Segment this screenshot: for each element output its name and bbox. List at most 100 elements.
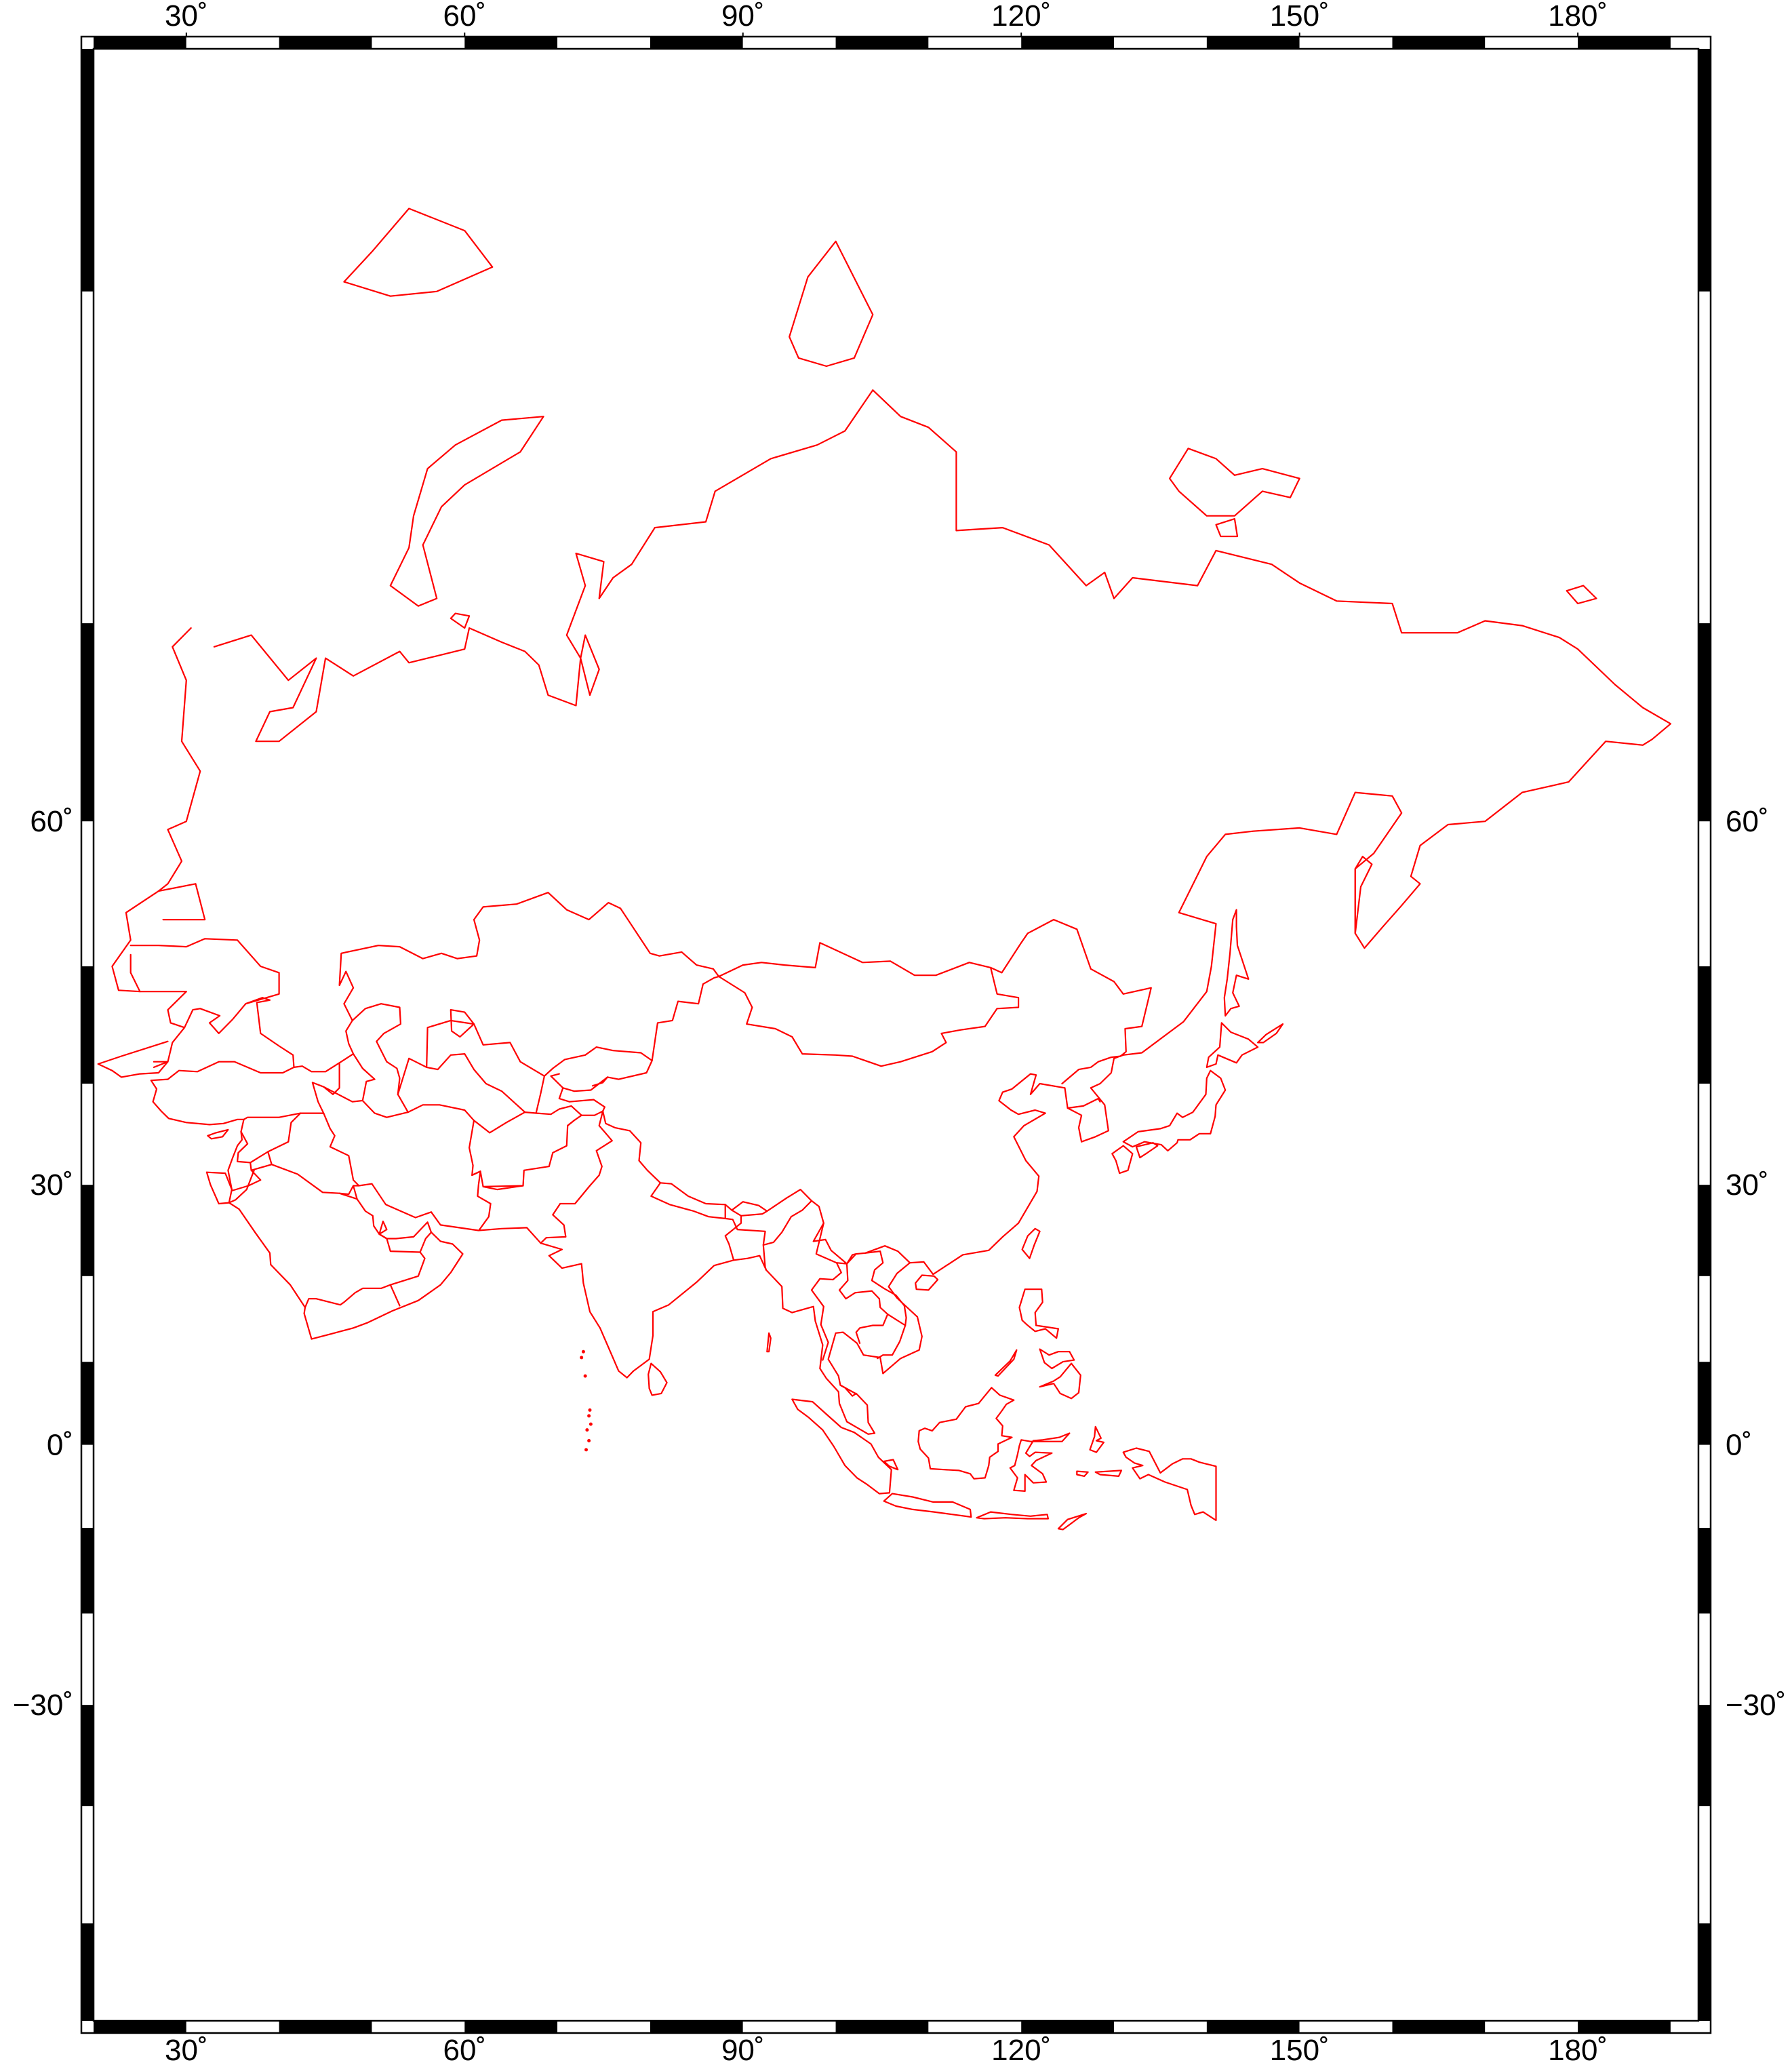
tick-labels: 30˚ 30˚ 60˚ 60˚ 90˚ 90˚ 120˚ 120˚ 150˚ 150˚ 180˚ 18… <box>13 0 1787 2067</box>
lat-tick-label-left: −30˚ <box>13 1689 73 1722</box>
frame-bar-top-segment <box>928 37 1022 49</box>
frame-bar-bottom-segment <box>1485 2021 1578 2033</box>
frame-bar-right-segment <box>1698 49 1711 292</box>
border-line-4 <box>157 883 206 921</box>
border-line-39 <box>810 1222 842 1361</box>
sakhalin <box>1223 909 1250 1017</box>
novaya-zemlya <box>389 416 544 607</box>
small-island-2 <box>589 1422 593 1426</box>
frame-bar-right-segment <box>1698 623 1711 822</box>
small-island-0 <box>588 1408 592 1412</box>
border-line-26 <box>592 1076 609 1087</box>
border-line-25 <box>558 1087 605 1112</box>
frame-bar-right-segment <box>1698 1613 1711 1705</box>
buru <box>1076 1470 1089 1477</box>
frame-bar-bottom-segment <box>835 2021 929 2033</box>
frame-bar-right-segment <box>1698 1705 1711 1807</box>
luzon <box>1018 1288 1059 1339</box>
seram <box>1094 1470 1123 1477</box>
border-line-15 <box>304 1233 426 1309</box>
palawan <box>994 1349 1018 1377</box>
small-island-6 <box>580 1356 584 1360</box>
border-line-5 <box>130 953 141 993</box>
sumatra <box>791 1398 892 1495</box>
frame-bar-right-segment <box>1698 1276 1711 1362</box>
frame-bar-left-segment <box>81 1362 94 1445</box>
japan-shikoku <box>1135 1142 1159 1159</box>
frame-bar-right-segment <box>1698 1528 1711 1614</box>
frame-bar-bottom-segment <box>1206 2021 1300 2033</box>
frame-bar-top-segment <box>279 37 372 49</box>
frame-bar-left-segment <box>81 1806 94 1924</box>
frame-bar-top-segment <box>1206 37 1300 49</box>
frame-bar-bottom-segment <box>928 2021 1022 2033</box>
frame-bar-top-segment <box>1670 37 1698 49</box>
sri-lanka <box>648 1362 668 1396</box>
small-island-1 <box>587 1414 591 1418</box>
frame-bar-top-segment <box>1114 37 1207 49</box>
bahrain-qatar <box>378 1220 388 1235</box>
border-line-17 <box>389 1284 401 1307</box>
border-line-48 <box>205 1171 233 1191</box>
small-island-7 <box>581 1349 585 1354</box>
taiwan <box>1021 1227 1041 1259</box>
frame-bar-top-segment <box>1578 37 1671 49</box>
frame-bar-bottom-segment <box>1114 2021 1207 2033</box>
lon-tick-label-top: 90˚ <box>721 0 765 33</box>
frame-bar-top-segment <box>1299 37 1393 49</box>
border-line-40 <box>835 1262 889 1344</box>
frame-bar-bottom-segment <box>742 2021 836 2033</box>
franz-josef-land <box>343 208 494 297</box>
border-line-28 <box>651 975 720 1062</box>
kunashir-iturup <box>1257 1023 1284 1044</box>
border-line-9 <box>323 1112 360 1187</box>
border-line-29 <box>718 919 1152 1057</box>
lon-tick-label-top: 120˚ <box>991 0 1051 33</box>
border-line-46 <box>1067 1097 1101 1109</box>
border-line-43 <box>887 1314 907 1326</box>
hainan <box>915 1274 939 1291</box>
kamchatka-coast-detail <box>1354 856 1373 934</box>
border-line-13 <box>250 1164 273 1171</box>
frame-bar-top-segment <box>464 37 558 49</box>
frame-bar-top-segment <box>557 37 650 49</box>
mindanao <box>1039 1362 1081 1400</box>
border-line-44 <box>839 1384 857 1397</box>
border-line-36 <box>762 1200 813 1246</box>
frame-bar-right-segment <box>1698 291 1711 624</box>
border-line-30 <box>718 966 1020 1067</box>
yamal-gulf-of-ob <box>580 634 600 696</box>
border-line-47 <box>228 1169 255 1204</box>
frame-bar-bottom-segment <box>1299 2021 1393 2033</box>
lon-tick-label-bottom: 60˚ <box>443 2034 486 2067</box>
border-line-42 <box>864 1250 907 1360</box>
frame-bar-bottom-segment <box>1392 2021 1486 2033</box>
lon-tick-label-top: 150˚ <box>1270 0 1330 33</box>
wrangel-island <box>1566 585 1597 605</box>
frame-bar-top-segment <box>835 37 929 49</box>
lat-tick-label-right: 0˚ <box>1726 1429 1752 1462</box>
java <box>883 1493 972 1518</box>
frame-bar-left-segment <box>81 1613 94 1705</box>
frame-bar-bottom-segment <box>557 2021 650 2033</box>
lon-tick-label-bottom: 30˚ <box>165 2034 208 2067</box>
frame-bar-left-segment <box>81 1185 94 1276</box>
lat-tick-label-right: −30˚ <box>1726 1689 1786 1722</box>
frame-bar-top-segment <box>1392 37 1486 49</box>
japan-honshu <box>1122 1069 1227 1151</box>
frame-bar-left-segment <box>81 966 94 1084</box>
frame-bar-left-segment <box>81 623 94 822</box>
frame-bar-top-segment <box>186 37 279 49</box>
frame-bar-right-segment <box>1698 1083 1711 1185</box>
frame-bar-right-segment <box>1698 1185 1711 1276</box>
frame-bar-left-segment <box>81 1528 94 1614</box>
lat-tick-label-left: 0˚ <box>47 1429 73 1462</box>
frame-bar-top-segment <box>372 37 465 49</box>
lon-tick-label-top: 30˚ <box>165 0 208 33</box>
lon-tick-label-bottom: 150˚ <box>1270 2034 1330 2067</box>
border-line-16 <box>419 1231 433 1253</box>
severnaya-zemlya <box>789 240 874 368</box>
border-line-33 <box>731 1209 768 1217</box>
coastlines-and-borders <box>97 208 1672 1531</box>
